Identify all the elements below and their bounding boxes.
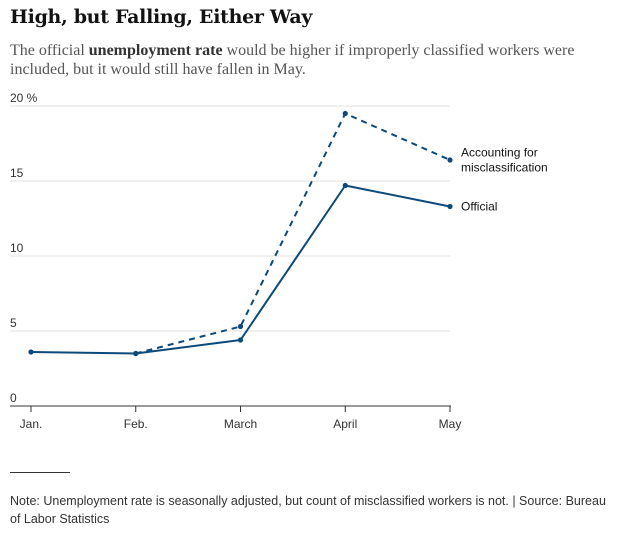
- data-point-s0-4: [447, 203, 453, 210]
- y-tick-label-10: 10: [10, 241, 24, 255]
- y-tick-label-15: 15: [10, 166, 24, 180]
- x-tick-label-1: Feb.: [124, 417, 148, 431]
- series-lines: [28, 110, 453, 357]
- series-label-0: Official: [461, 200, 497, 214]
- data-point-s0-2: [237, 337, 244, 343]
- chart-subtitle: The official unemployment rate would be …: [10, 41, 615, 79]
- chart-title: High, but Falling, Either Way: [10, 6, 313, 28]
- labels: 0 5 10 15 20 % Jan. Feb. March April May Official A…: [10, 91, 548, 431]
- footer-divider: [10, 472, 70, 473]
- data-point-s0-3: [342, 182, 348, 189]
- series-label-line-1: misclassification: [461, 161, 548, 175]
- source-note: Note: Unemployment rate is seasonally ad…: [10, 494, 606, 526]
- data-point-s1-3: [342, 110, 348, 117]
- y-tick-label-0: 0: [10, 391, 17, 405]
- data-point-s0-0: [28, 349, 34, 355]
- y-tick-label-5: 5: [10, 316, 17, 330]
- series-label-1: Accounting for misclassification: [461, 146, 548, 175]
- subtitle-text-start: The official: [10, 42, 89, 59]
- x-tick-label-2: March: [224, 417, 257, 431]
- series-label-line-0: Accounting for: [461, 146, 538, 160]
- subtitle-bold-term: unemployment rate: [88, 42, 223, 59]
- data-point-s1-4: [447, 157, 453, 163]
- x-tick-label-4: May: [439, 417, 462, 431]
- data-point-s1-1: [133, 350, 139, 357]
- data-point-s1-2: [237, 323, 244, 330]
- series-line-1: [135, 112, 451, 355]
- series-label-line-0: Official: [461, 200, 497, 214]
- x-tick-label-0: Jan.: [20, 417, 43, 431]
- subtitle-text-end: would be higher if improperly classified…: [10, 42, 575, 78]
- y-tick-label-20: 20 %: [10, 91, 38, 105]
- grid-lines: [10, 105, 450, 332]
- x-axis: [10, 405, 451, 412]
- x-tick-label-3: April: [333, 417, 357, 431]
